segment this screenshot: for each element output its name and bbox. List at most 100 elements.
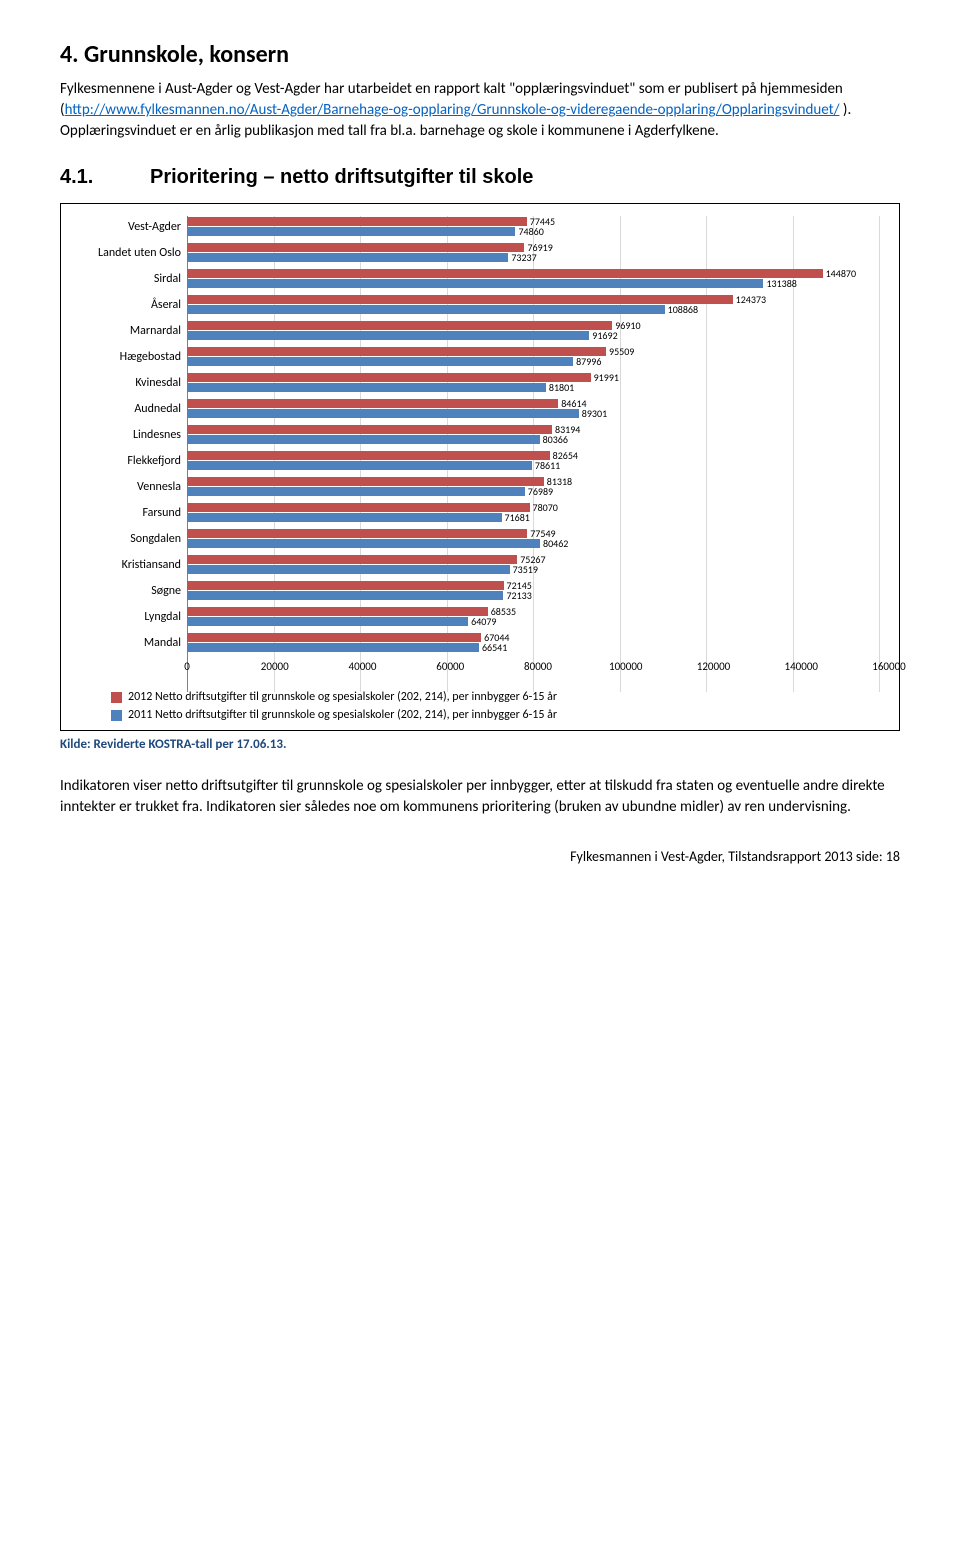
bar-series-1: 81801 [187,383,546,392]
x-tick-label: 0 [184,660,190,673]
bar-value-label: 91692 [589,331,617,340]
bar-series-0: 144870 [187,269,823,278]
bars-area: 7526773519 [187,554,889,576]
legend-swatch [111,692,122,703]
bar-series-1: 72133 [187,591,503,600]
chart-row: Kristiansand7526773519 [71,554,889,576]
bar-value-label: 71681 [502,513,530,522]
category-label: Vennesla [71,480,187,494]
page-heading: 4. Grunnskole, konsern [60,40,900,69]
bar-series-1: 64079 [187,617,468,626]
bar-value-label: 95509 [606,347,634,356]
bar-value-label: 144870 [823,269,856,278]
bar-series-0: 78070 [187,503,530,512]
category-label: Kvinesdal [71,376,187,390]
category-label: Lyngdal [71,610,187,624]
category-label: Sirdal [71,272,187,286]
bar-value-label: 66541 [479,643,507,652]
bar-series-0: 81318 [187,477,544,486]
bar-series-1: 80462 [187,539,540,548]
bar-series-0: 77549 [187,529,527,538]
bar-series-0: 124373 [187,295,733,304]
bar-series-0: 77445 [187,217,527,226]
chart-row: Landet uten Oslo7691973237 [71,242,889,264]
bars-area: 95509 87996 [187,346,889,368]
bar-value-label: 131388 [763,279,796,288]
bars-area: 6853564079 [187,606,889,628]
category-label: Søgne [71,584,187,598]
bar-series-1: 74860 [187,227,515,236]
category-label: Audnedal [71,402,187,416]
bar-value-label: 73237 [508,253,536,262]
section-name: Prioritering – netto driftsutgifter til … [150,166,533,188]
bar-value-label: 108868 [665,305,698,314]
bar-series-1: 71681 [187,513,502,522]
category-label: Landet uten Oslo [71,246,187,260]
bar-series-1: 89301 [187,409,579,418]
bar-series-1: 76989 [187,487,525,496]
bar-series-0: 67044 [187,633,481,642]
chart-row: Farsund7807071681 [71,502,889,524]
legend-label: 2011 Netto driftsutgifter til grunnskole… [128,708,557,722]
indicator-paragraph: Indikatoren viser netto driftsutgifter t… [60,776,900,818]
chart-row: Vennesla8131876989 [71,476,889,498]
bars-area: 6704466541 [187,632,889,654]
x-tick-label: 120000 [697,660,730,673]
bar-series-1: 108868 [187,305,665,314]
legend-swatch [111,710,122,721]
bar-value-label: 81801 [546,383,574,392]
intro-link[interactable]: http://www.fylkesmannen.no/Aust-Agder/Ba… [65,101,840,119]
category-label: Mandal [71,636,187,650]
chart-row: Vest-Agder7744574860 [71,216,889,238]
bar-series-1: 91692 [187,331,589,340]
category-label: Åseral [71,298,187,312]
bar-series-1: 87996 [187,357,573,366]
bar-series-0: 91991 [187,373,591,382]
chart-row: Lindesnes8319480366 [71,424,889,446]
chart-legend: 2012 Netto driftsutgifter til grunnskole… [111,690,889,722]
bar-series-0: 72145 [187,581,504,590]
bar-value-label: 87996 [573,357,601,366]
bar-series-0: 76919 [187,243,524,252]
bars-area: 7754980462 [187,528,889,550]
category-label: Songdalen [71,532,187,546]
bars-area: 8319480366 [187,424,889,446]
category-label: Kristiansand [71,558,187,572]
bar-value-label: 72133 [503,591,531,600]
bar-value-label: 64079 [468,617,496,626]
bar-value-label: 124373 [733,295,766,304]
bar-value-label: 76989 [525,487,553,496]
intro-paragraph: Fylkesmennene i Aust-Agder og Vest-Agder… [60,79,900,142]
chart-row: Hægebostad9550987996 [71,346,889,368]
bar-value-label: 73519 [510,565,538,574]
bar-series-0: 82654 [187,451,550,460]
chart-row: Songdalen7754980462 [71,528,889,550]
chart-row: Flekkefjord8265478611 [71,450,889,472]
category-label: Marnardal [71,324,187,338]
bar-series-1: 66541 [187,643,479,652]
bar-value-label: 91991 [591,373,619,382]
category-label: Farsund [71,506,187,520]
bars-area: 7807071681 [187,502,889,524]
bars-area: 7214572133 [187,580,889,602]
bars-area: 9199181801 [187,372,889,394]
bar-series-0: 96910 [187,321,612,330]
legend-label: 2012 Netto driftsutgifter til grunnskole… [128,690,557,704]
bar-series-1: 78611 [187,461,532,470]
bar-series-1: 131388 [187,279,763,288]
bar-series-1: 80366 [187,435,540,444]
category-label: Lindesnes [71,428,187,442]
bar-series-1: 73519 [187,565,510,574]
chart-row: Kvinesdal9199181801 [71,372,889,394]
x-tick-label: 100000 [609,660,642,673]
chart-row: Marnardal9691091692 [71,320,889,342]
bar-value-label: 80462 [540,539,568,548]
bar-value-label: 78611 [532,461,560,470]
bars-area: 7691973237 [187,242,889,264]
category-label: Vest-Agder [71,220,187,234]
bar-series-0: 84614 [187,399,558,408]
chart-container: Vest-Agder7744574860 Landet uten Oslo7691… [60,203,900,731]
bars-area: 8461489301 [187,398,889,420]
chart-row: Mandal6704466541 [71,632,889,654]
chart-row: Åseral124373108868 [71,294,889,316]
